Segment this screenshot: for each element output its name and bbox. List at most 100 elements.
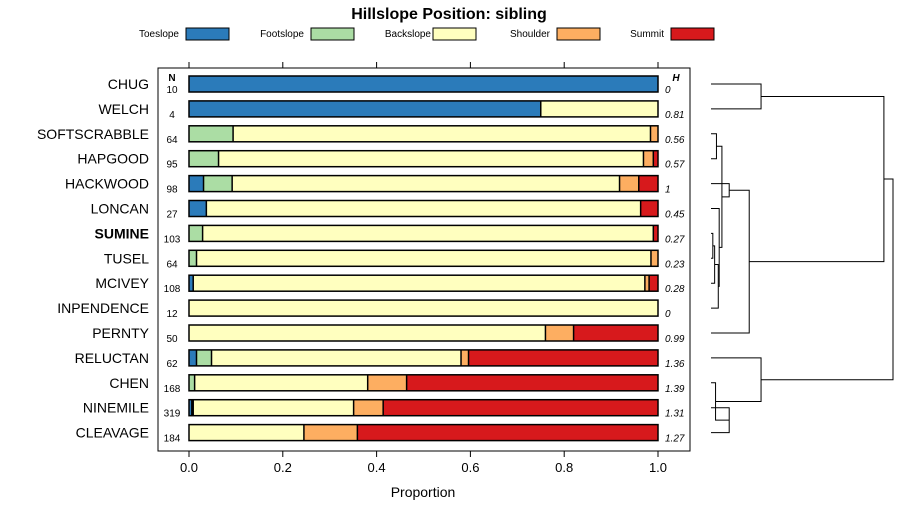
bar-segment-backslope: [193, 399, 354, 416]
bar-outline: [188, 224, 659, 243]
bar-segment-backslope: [202, 225, 654, 242]
bar-segment-footslope: [189, 125, 234, 142]
bar-segment-backslope: [193, 275, 645, 292]
bar-segment-backslope: [211, 349, 462, 366]
row-ninemile: NINEMILE 319 1.31: [83, 398, 684, 420]
bar-segment-summit: [638, 175, 658, 192]
bar-segment-shoulder: [643, 150, 654, 167]
row-hapgood: HAPGOOD 95 0.57: [77, 149, 685, 171]
bar-segment-backslope: [189, 424, 304, 441]
bar-segment-backslope: [189, 325, 546, 341]
h-value: 1.36: [665, 359, 685, 370]
bar-outline: [188, 299, 659, 317]
h-value: 0.56: [665, 135, 685, 146]
dendrogram-branch: [711, 183, 730, 198]
bar-outline: [188, 349, 659, 367]
bar-segment-backslope: [196, 250, 651, 267]
bar-outline: [188, 174, 659, 193]
dendrogram-branch: [711, 357, 762, 402]
x-tick-label: 0.8: [555, 460, 573, 475]
bar-segment-toeslope: [189, 349, 197, 366]
bar-segment-shoulder: [644, 275, 650, 292]
bar-segment-summit: [653, 225, 658, 242]
bar-outline: [188, 75, 659, 93]
category-label: LONCAN: [91, 201, 149, 217]
legend-swatch-summit: [670, 27, 715, 41]
bar-segment-backslope: [194, 374, 368, 391]
bar-segment-shoulder: [545, 325, 574, 341]
category-label: INPENDENCE: [57, 300, 149, 316]
x-axis: 0.0 0.2 0.4 0.6 0.8 1.0: [180, 451, 667, 475]
legend-swatch-backslope: [432, 27, 477, 41]
bar-segment-footslope: [189, 250, 197, 267]
bar-segment-shoulder: [367, 374, 407, 391]
h-header: H: [672, 73, 680, 84]
bar-segment-toeslope: [189, 200, 207, 217]
x-axis-label: Proportion: [391, 484, 456, 500]
n-value: 184: [164, 434, 181, 445]
bar-segment-toeslope: [189, 275, 194, 292]
row-pernty: PERNTY 50 0.99: [92, 324, 685, 345]
bar-segment-backslope: [233, 125, 651, 142]
category-label: SOFTSCRABBLE: [37, 126, 149, 142]
bar-segment-footslope: [196, 349, 212, 366]
h-value: 1: [665, 185, 671, 196]
bar-segment-toeslope: [189, 175, 204, 192]
x-tick-label: 0.0: [180, 460, 198, 475]
legend-label-shoulder: Shoulder: [510, 29, 551, 40]
row-loncan: LONCAN 27 0.45: [91, 199, 685, 221]
bar-segment-footslope: [189, 225, 203, 242]
h-value: 1.27: [665, 434, 685, 445]
h-value: 0.81: [665, 110, 684, 121]
row-cleavage: CLEAVAGE 184 1.27: [76, 423, 685, 445]
h-value: 0.27: [665, 234, 685, 245]
h-value: 0.57: [665, 160, 685, 171]
x-tick-label: 0.6: [461, 460, 479, 475]
legend-label-backslope: Backslope: [385, 29, 432, 40]
dendrogram-branch: [761, 178, 894, 381]
bar-segment-backslope: [232, 175, 620, 192]
dendrogram-branch: [711, 133, 717, 160]
bar-segment-summit: [640, 200, 658, 217]
n-value: 103: [164, 234, 181, 245]
legend-label-toeslope: Toeslope: [139, 29, 179, 40]
x-tick-label: 1.0: [649, 460, 667, 475]
h-value: 0: [665, 85, 671, 96]
dendrogram: [711, 83, 894, 434]
bar-outline: [188, 199, 659, 218]
n-value: 98: [166, 185, 178, 196]
category-label: NINEMILE: [83, 400, 149, 416]
h-value: 0.28: [665, 284, 685, 295]
dendrogram-branch: [749, 95, 885, 263]
x-tick-label: 0.4: [368, 460, 386, 475]
legend-swatch-footslope: [310, 27, 355, 41]
h-value: 0.23: [665, 259, 685, 270]
bar-outline: [188, 423, 659, 442]
category-label: PERNTY: [92, 325, 149, 341]
row-mcivey: MCIVEY 108 0.28: [95, 274, 685, 295]
bar-outline: [188, 374, 659, 392]
n-value: 95: [166, 160, 178, 171]
top-axis-ticks: [188, 62, 659, 68]
h-value: 1.31: [665, 409, 684, 420]
row-sumine: SUMINE 103 0.27: [95, 224, 685, 245]
bar-segment-backslope: [218, 150, 644, 167]
n-value: 12: [166, 309, 178, 320]
bar-outline: [188, 100, 659, 118]
category-label: TUSEL: [104, 250, 149, 266]
bar-segment-summit: [406, 374, 658, 391]
row-chug: CHUG 10 0: [108, 75, 671, 96]
legend-swatch-shoulder: [556, 27, 601, 41]
h-value: 0.45: [665, 210, 685, 221]
bar-segment-summit: [383, 399, 658, 416]
bar-segment-summit: [357, 424, 658, 441]
dendrogram-branch: [711, 83, 762, 110]
category-label: HACKWOOD: [65, 176, 149, 192]
category-label: HAPGOOD: [77, 151, 149, 167]
bar-outline: [188, 249, 659, 268]
h-value: 1.39: [665, 384, 685, 395]
bar-outline: [188, 149, 659, 168]
bar-segment-toeslope: [189, 76, 658, 92]
